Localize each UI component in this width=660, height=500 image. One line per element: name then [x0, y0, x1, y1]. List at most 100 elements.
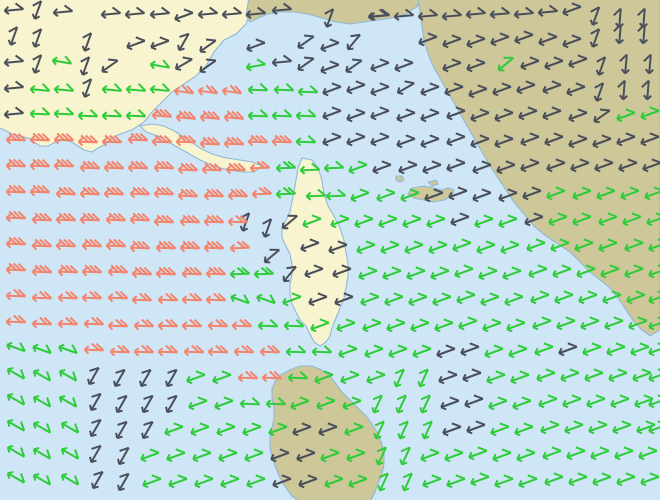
wind-barb[interactable]	[271, 134, 293, 147]
wind-barb[interactable]	[469, 107, 490, 123]
wind-barb[interactable]	[323, 160, 345, 173]
wind-barb[interactable]	[133, 318, 155, 331]
wind-barb[interactable]	[29, 0, 45, 20]
wind-barb[interactable]	[585, 393, 606, 409]
wind-barb[interactable]	[467, 445, 488, 461]
wind-barb[interactable]	[587, 27, 603, 48]
wind-barb[interactable]	[315, 395, 336, 411]
wind-barb[interactable]	[259, 217, 275, 238]
wind-barb[interactable]	[31, 290, 53, 303]
wind-barb[interactable]	[239, 396, 261, 409]
wind-barb[interactable]	[203, 214, 225, 227]
wind-barb[interactable]	[369, 131, 390, 147]
wind-barb[interactable]	[201, 162, 223, 175]
wind-barb[interactable]	[523, 211, 544, 227]
wind-barb[interactable]	[295, 134, 317, 147]
wind-barb[interactable]	[261, 245, 282, 265]
wind-barb[interactable]	[425, 213, 446, 229]
wind-barb[interactable]	[597, 211, 618, 227]
wind-barb[interactable]	[481, 317, 502, 333]
wind-barb[interactable]	[57, 264, 79, 277]
wind-barb[interactable]	[479, 291, 500, 307]
wind-barb[interactable]	[267, 421, 288, 437]
wind-barb[interactable]	[441, 421, 462, 437]
wind-barb[interactable]	[32, 444, 54, 462]
wind-barb[interactable]	[441, 8, 463, 21]
wind-barb[interactable]	[565, 445, 586, 461]
wind-barb[interactable]	[124, 6, 146, 19]
wind-barb[interactable]	[275, 186, 297, 199]
wind-barb[interactable]	[372, 445, 389, 467]
wind-barb[interactable]	[129, 212, 151, 225]
wind-barb[interactable]	[110, 367, 128, 389]
wind-barb[interactable]	[149, 83, 171, 95]
wind-barb[interactable]	[531, 315, 552, 331]
wind-barb[interactable]	[223, 136, 245, 149]
wind-barb[interactable]	[339, 369, 360, 385]
wind-barb[interactable]	[421, 473, 442, 489]
wind-barb[interactable]	[537, 4, 559, 17]
wind-barb[interactable]	[58, 341, 79, 357]
wind-barb[interactable]	[465, 33, 486, 49]
wind-barb[interactable]	[581, 341, 602, 357]
wind-barb[interactable]	[555, 315, 576, 331]
wind-barb[interactable]	[371, 159, 392, 175]
wind-barb[interactable]	[245, 58, 266, 72]
wind-barb[interactable]	[623, 263, 644, 279]
wind-barb[interactable]	[109, 344, 131, 357]
wind-barb[interactable]	[153, 214, 175, 227]
wind-barb[interactable]	[249, 160, 271, 173]
wind-barb[interactable]	[197, 84, 219, 97]
wind-barb[interactable]	[521, 185, 542, 201]
wind-barb[interactable]	[561, 33, 582, 49]
wind-barb[interactable]	[319, 59, 340, 75]
wind-barb[interactable]	[396, 445, 413, 467]
wind-barb[interactable]	[197, 55, 218, 74]
wind-barb[interactable]	[449, 211, 470, 227]
wind-barb[interactable]	[181, 318, 203, 331]
wind-barb[interactable]	[543, 471, 564, 487]
wind-barb[interactable]	[489, 31, 510, 47]
wind-barb[interactable]	[5, 158, 27, 171]
wind-barb[interactable]	[105, 238, 127, 251]
wind-barb[interactable]	[457, 315, 478, 331]
wind-barb[interactable]	[175, 110, 197, 123]
wind-barb[interactable]	[77, 55, 93, 76]
wind-barb[interactable]	[229, 240, 251, 253]
wind-barb[interactable]	[483, 343, 504, 359]
wind-barb[interactable]	[138, 419, 156, 441]
wind-barb[interactable]	[207, 344, 229, 357]
wind-barb[interactable]	[495, 53, 516, 73]
wind-barb[interactable]	[327, 239, 348, 255]
wind-barb[interactable]	[551, 263, 572, 279]
wind-barb[interactable]	[149, 6, 171, 19]
wind-barb[interactable]	[225, 162, 247, 175]
wind-barb[interactable]	[411, 343, 432, 359]
wind-barb[interactable]	[589, 445, 610, 461]
wind-barb[interactable]	[259, 344, 281, 357]
wind-barb[interactable]	[591, 105, 612, 124]
wind-barb[interactable]	[418, 419, 435, 441]
wind-barb[interactable]	[395, 78, 417, 96]
wind-barb[interactable]	[365, 369, 386, 385]
wind-barb[interactable]	[155, 266, 177, 279]
wind-barb[interactable]	[639, 471, 660, 487]
wind-barb[interactable]	[331, 263, 352, 279]
wind-barb[interactable]	[414, 367, 431, 389]
wind-barb[interactable]	[86, 417, 104, 439]
wind-barb[interactable]	[629, 341, 650, 357]
wind-barb[interactable]	[79, 31, 95, 52]
wind-barb[interactable]	[463, 393, 484, 409]
wind-barb[interactable]	[112, 393, 130, 415]
wind-barb[interactable]	[419, 81, 440, 97]
wind-barb[interactable]	[31, 264, 53, 277]
wind-barb[interactable]	[343, 31, 363, 52]
wind-barb[interactable]	[397, 159, 418, 175]
wind-barb[interactable]	[6, 390, 28, 408]
wind-barb[interactable]	[643, 53, 655, 75]
wind-barb[interactable]	[605, 341, 626, 357]
wind-barb[interactable]	[393, 8, 415, 21]
wind-barb[interactable]	[379, 239, 400, 255]
wind-barb[interactable]	[297, 84, 319, 97]
